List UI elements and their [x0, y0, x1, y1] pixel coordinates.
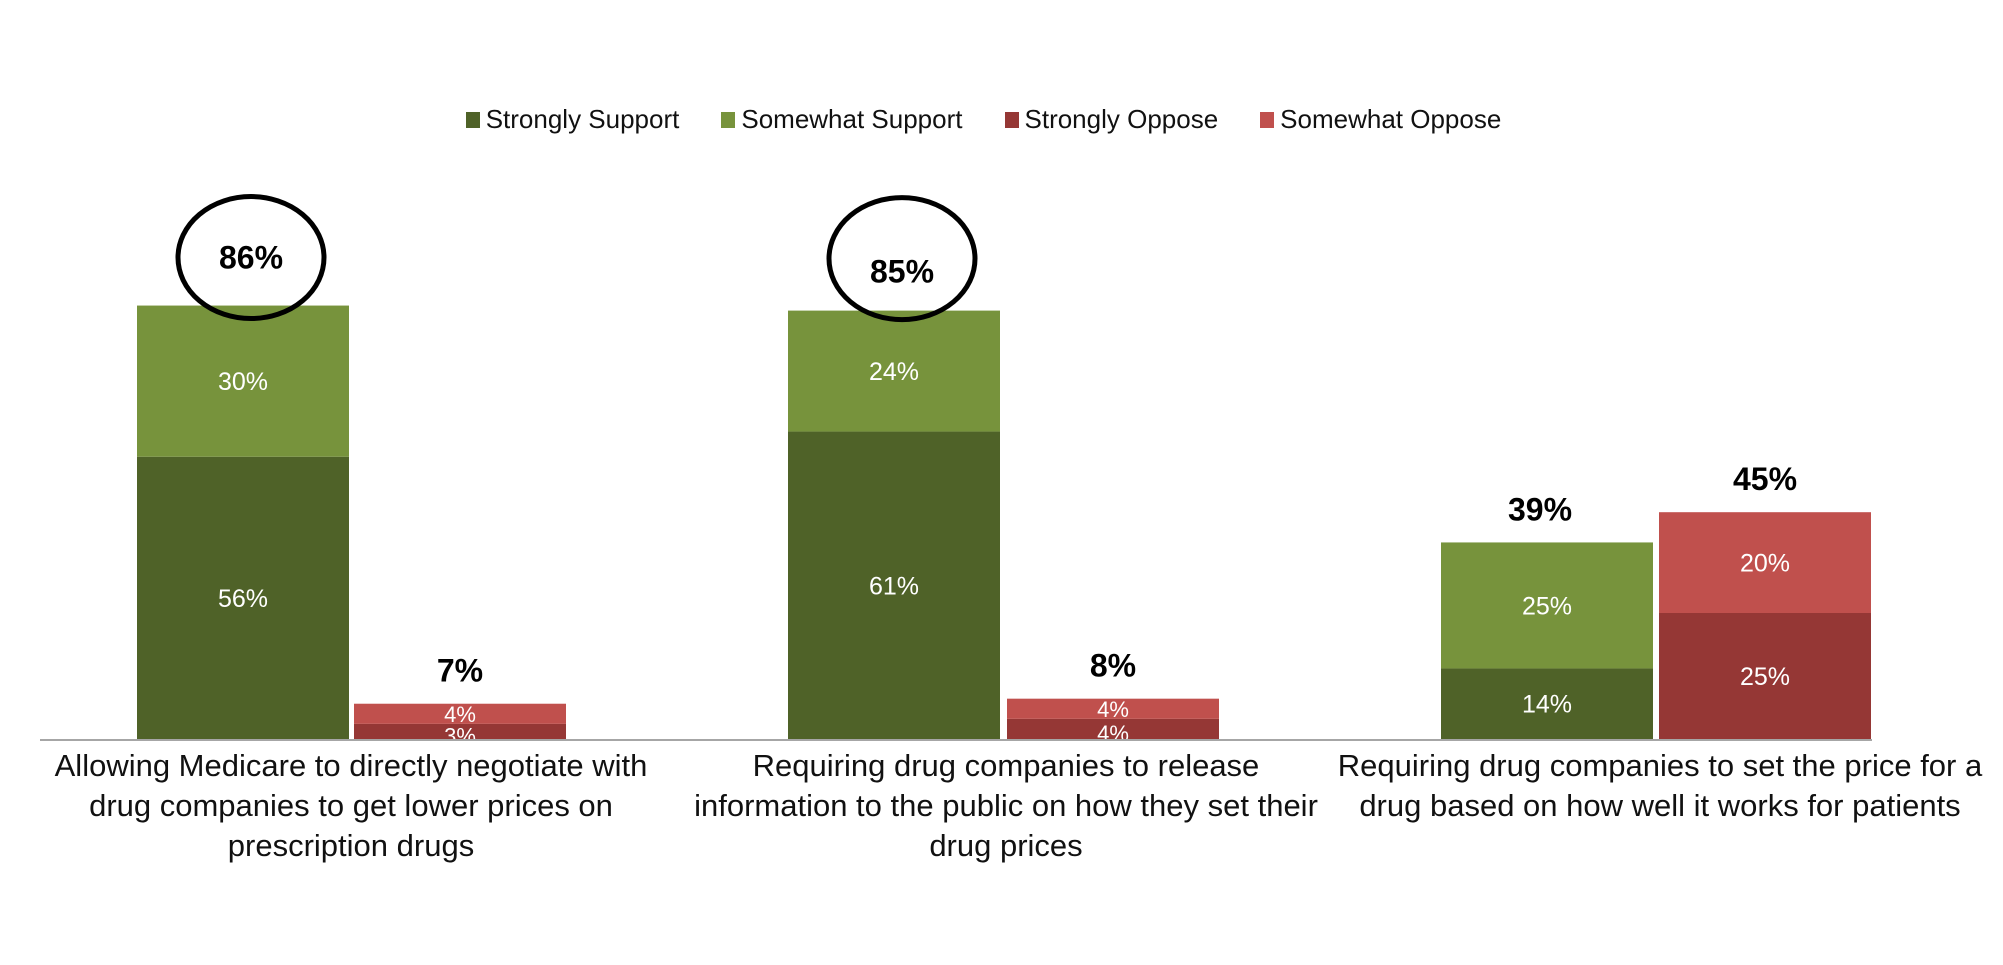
legend-item-strongly-oppose: Strongly Oppose: [1004, 104, 1219, 135]
bar-segment-oppose-somewhat: [1659, 512, 1871, 613]
legend-item-somewhat-support: Somewhat Support: [721, 104, 963, 135]
legend-item-somewhat-oppose: Somewhat Oppose: [1260, 104, 1501, 135]
total-label: 86%: [219, 240, 283, 276]
total-label: 45%: [1733, 461, 1797, 497]
data-label: 4%: [1097, 697, 1129, 722]
data-label: 4%: [1097, 721, 1129, 746]
highlight-circle: [826, 195, 978, 323]
bar-segment-support-somewhat: [788, 310, 1000, 432]
bar-segment-oppose-strongly: [354, 723, 566, 739]
legend-swatch: [1004, 111, 1019, 128]
total-label: 7%: [437, 653, 483, 689]
legend: Strongly Support Somewhat Support Strong…: [0, 104, 1985, 135]
bar-segment-support-strongly: [788, 431, 1000, 739]
data-label: 30%: [218, 368, 268, 396]
data-label: 25%: [1522, 592, 1572, 620]
bar-segment-oppose-somewhat: [354, 703, 566, 724]
total-label: 85%: [870, 254, 934, 290]
bar-segment-support-strongly: [137, 456, 349, 739]
total-label: 39%: [1508, 491, 1572, 527]
category-label: Requiring drug companies to release info…: [694, 748, 1318, 863]
bar-segment-oppose-somewhat: [1007, 698, 1219, 719]
bar-segment-oppose-strongly: [1007, 718, 1219, 739]
legend-label: Strongly Support: [485, 104, 680, 134]
legend-swatch: [465, 111, 480, 128]
legend-item-strongly-support: Strongly Support: [465, 104, 680, 135]
category-label: Allowing Medicare to directly negotiate …: [54, 748, 648, 863]
data-label: 4%: [444, 702, 476, 727]
bar-segment-support-strongly: [1441, 668, 1653, 739]
legend-swatch: [721, 111, 736, 128]
legend-label: Strongly Oppose: [1024, 104, 1219, 134]
data-label: 61%: [869, 572, 919, 600]
data-label: 14%: [1522, 691, 1572, 719]
data-label: 25%: [1740, 663, 1790, 691]
bar-segment-oppose-strongly: [1659, 613, 1871, 739]
data-label: 3%: [444, 723, 476, 748]
total-label: 8%: [1090, 648, 1136, 684]
legend-swatch: [1260, 111, 1275, 128]
legend-label: Somewhat Support: [741, 104, 963, 134]
highlight-circle: [175, 194, 327, 322]
legend-label: Somewhat Oppose: [1280, 104, 1502, 134]
data-label: 56%: [218, 585, 268, 613]
bar-segment-support-somewhat: [1441, 542, 1653, 669]
category-label: Requiring drug companies to set the pric…: [1337, 748, 1983, 823]
data-label: 20%: [1740, 550, 1790, 578]
data-label: 24%: [869, 358, 919, 386]
bar-segment-support-somewhat: [137, 305, 349, 457]
